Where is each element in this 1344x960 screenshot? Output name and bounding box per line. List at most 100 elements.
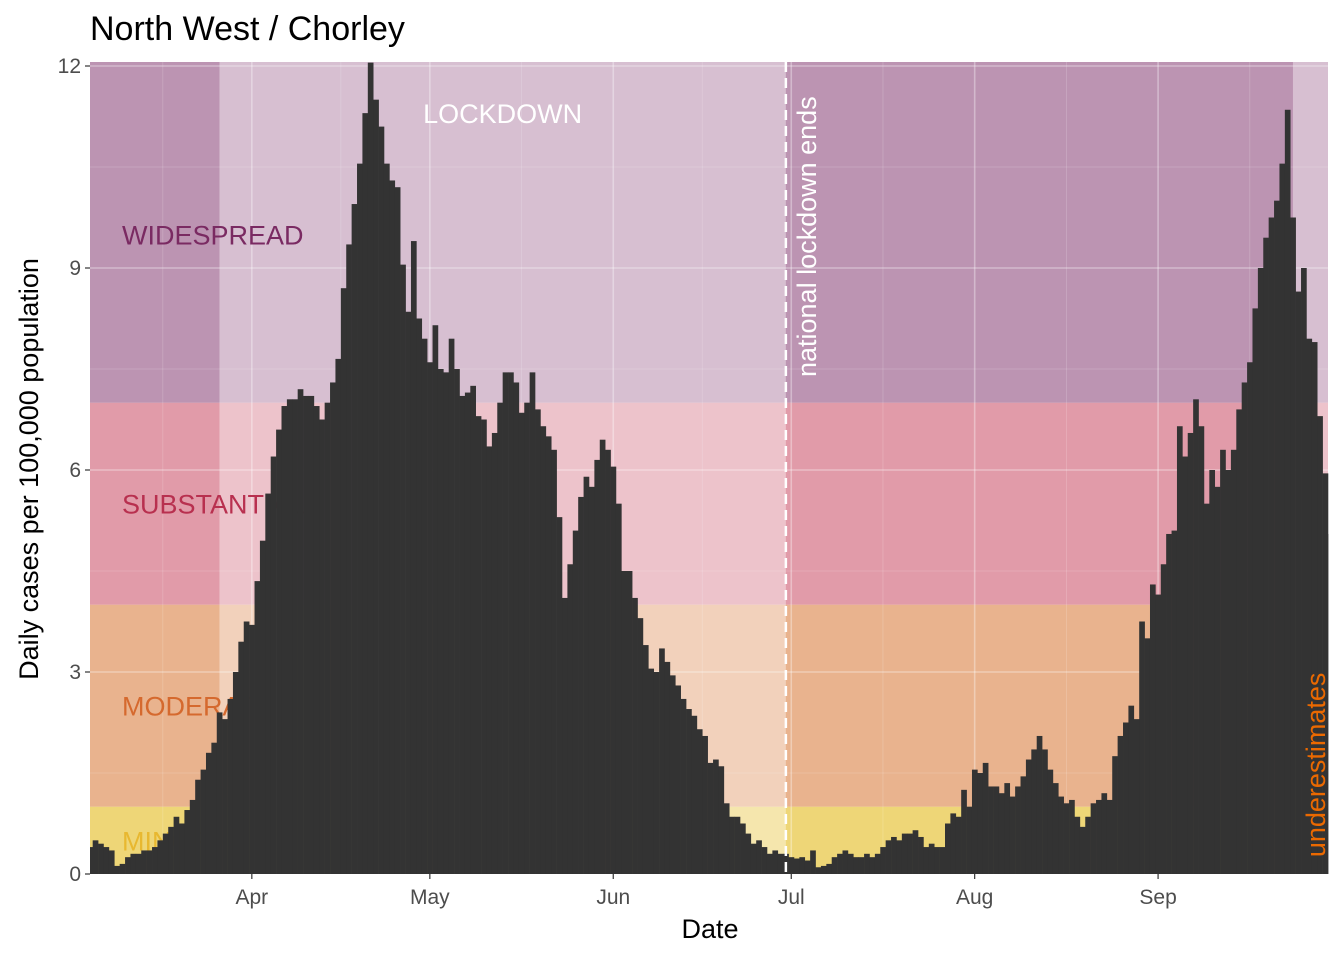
bar	[335, 358, 342, 874]
bar	[1096, 799, 1102, 874]
bar	[1182, 456, 1189, 874]
bar	[297, 389, 304, 874]
bar	[1187, 432, 1194, 874]
bar	[141, 850, 147, 874]
x-axis-title: Date	[681, 914, 738, 944]
bar	[243, 621, 250, 874]
bar	[400, 264, 406, 875]
bar	[551, 449, 557, 874]
bar	[588, 486, 595, 874]
bar	[713, 759, 719, 874]
bar	[939, 847, 946, 874]
bar	[734, 816, 741, 874]
bar	[923, 847, 930, 874]
bar	[276, 429, 282, 874]
bar	[1149, 584, 1156, 874]
bar	[459, 395, 466, 874]
bar	[1176, 426, 1183, 874]
lockdown-end-label: national lockdown ends	[792, 96, 822, 377]
band-label-widespread: WIDESPREAD	[122, 220, 304, 250]
bar	[664, 661, 671, 874]
bar	[988, 786, 994, 874]
bar	[1290, 217, 1296, 874]
bar	[659, 648, 665, 874]
bar	[837, 853, 843, 874]
bar	[1058, 796, 1064, 874]
bar	[826, 863, 833, 874]
bar	[1031, 749, 1038, 874]
bar	[1025, 759, 1032, 874]
bar	[707, 762, 714, 874]
bar	[1063, 803, 1070, 874]
bar	[1166, 533, 1172, 874]
bars	[90, 62, 1329, 875]
bar	[470, 385, 476, 874]
bar	[907, 833, 913, 874]
annotations: national lockdown ends LOCKDOWN underestim…	[423, 62, 1331, 874]
bar	[491, 432, 498, 874]
bar	[119, 863, 126, 874]
y-axis-title: Daily cases per 100,000 population	[14, 258, 44, 680]
bar	[648, 668, 655, 874]
bar	[200, 769, 207, 874]
bar	[184, 810, 191, 874]
bar	[1004, 783, 1011, 874]
bar	[389, 180, 396, 874]
bar	[1263, 237, 1269, 874]
bar	[853, 857, 859, 874]
bar	[1101, 793, 1108, 874]
bar	[891, 836, 897, 874]
bar	[416, 318, 423, 874]
bar	[103, 847, 110, 874]
bar	[945, 823, 951, 874]
bar	[950, 813, 957, 874]
bar	[1257, 268, 1264, 874]
bar	[831, 857, 838, 874]
bar	[966, 806, 973, 874]
bar	[195, 779, 201, 874]
bar	[793, 858, 800, 874]
bar	[1198, 426, 1205, 874]
bar	[448, 338, 455, 874]
x-tick-label: Jun	[596, 886, 630, 909]
bar	[901, 833, 908, 874]
bar	[205, 752, 212, 874]
bar	[1106, 799, 1113, 874]
bar	[1139, 621, 1145, 874]
bar	[842, 850, 849, 874]
bar	[222, 719, 228, 874]
bar	[961, 789, 967, 874]
bar	[993, 786, 1000, 874]
bar	[1069, 799, 1075, 874]
bar	[303, 395, 309, 874]
bar	[179, 823, 185, 874]
bar	[858, 857, 865, 874]
bar	[1117, 735, 1124, 874]
bar	[1252, 308, 1259, 874]
bar	[1203, 503, 1210, 874]
bar	[545, 436, 552, 874]
bar	[432, 325, 439, 874]
bar	[232, 672, 239, 874]
bar	[653, 672, 660, 874]
bar	[740, 823, 746, 874]
bar	[928, 843, 935, 874]
bar	[820, 865, 827, 874]
bar	[745, 833, 752, 874]
bar	[1042, 749, 1048, 874]
bar	[1085, 816, 1091, 874]
bar	[869, 857, 876, 874]
bar	[1160, 564, 1167, 874]
bar	[211, 742, 218, 874]
bar	[443, 372, 450, 874]
bar	[799, 857, 806, 874]
bar	[421, 338, 428, 874]
bar	[1274, 200, 1280, 874]
bar	[804, 860, 811, 874]
bar	[357, 163, 363, 875]
bar	[1015, 786, 1021, 874]
bar	[1155, 594, 1162, 874]
bar	[669, 675, 676, 874]
bar	[1214, 486, 1221, 874]
bar	[637, 618, 644, 874]
